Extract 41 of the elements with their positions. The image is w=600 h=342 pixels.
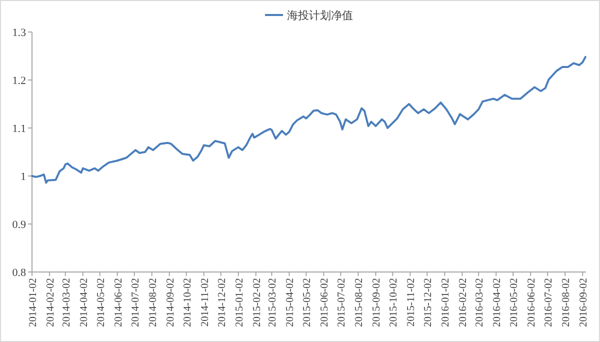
y-tick-label: 1.1 bbox=[12, 123, 26, 135]
x-tick-label: 2014-06-02 bbox=[113, 278, 124, 327]
x-tick-label: 2014-02-02 bbox=[46, 278, 57, 327]
x-tick-label: 2016-02-02 bbox=[458, 278, 470, 327]
x-tick-label: 2014-10-02 bbox=[182, 278, 194, 327]
y-tick-label: 1.3 bbox=[12, 27, 26, 39]
legend-label: 海投计划净值 bbox=[287, 9, 353, 22]
x-tick-label: 2015-05-02 bbox=[302, 278, 314, 327]
x-tick-label: 2015-04-02 bbox=[285, 278, 296, 327]
x-tick-label: 2015-11-02 bbox=[406, 278, 418, 327]
x-tick-label: 2014-11-02 bbox=[200, 278, 211, 327]
x-tick-label: 2015-10-02 bbox=[388, 278, 400, 327]
y-tick-label: 1 bbox=[20, 171, 26, 183]
x-tick-label: 2014-07-02 bbox=[130, 278, 142, 327]
x-tick-label: 2014-12-02 bbox=[216, 278, 228, 327]
x-tick-label: 2014-01-02 bbox=[28, 278, 39, 327]
x-tick-label: 2016-01-02 bbox=[440, 278, 452, 327]
y-tick-label: 0.9 bbox=[12, 219, 26, 231]
x-tick-label: 2015-08-02 bbox=[354, 278, 366, 327]
x-tick-label: 2016-06-02 bbox=[526, 278, 538, 327]
x-tick-label: 2014-09-02 bbox=[165, 278, 176, 327]
x-tick-label: 2016-05-02 bbox=[509, 278, 520, 327]
x-tick-label: 2014-08-02 bbox=[148, 278, 159, 327]
line-series bbox=[31, 56, 586, 184]
x-tick-label: 2015-06-02 bbox=[320, 278, 331, 327]
x-tick-label: 2015-02-02 bbox=[252, 278, 263, 327]
x-tick-label: 2015-07-02 bbox=[336, 278, 348, 327]
x-tick-label: 2016-07-02 bbox=[544, 278, 555, 327]
x-tick-label: 2016-04-02 bbox=[492, 278, 504, 327]
x-tick-label: 2015-03-02 bbox=[268, 278, 279, 327]
y-tick-label: 0.8 bbox=[12, 267, 26, 279]
x-tick-label: 2014-04-02 bbox=[78, 278, 90, 327]
x-tick-label: 2015-09-02 bbox=[372, 278, 383, 327]
x-tick-label: 2016-03-02 bbox=[474, 278, 486, 327]
x-tick-label: 2014-05-02 bbox=[96, 278, 107, 327]
x-tick-label: 2015-12-02 bbox=[423, 278, 434, 327]
x-tick-label: 2016-09-02 bbox=[578, 278, 590, 327]
y-tick-label: 1.2 bbox=[12, 75, 26, 87]
x-tick-label: 2015-01-02 bbox=[234, 278, 246, 327]
x-tick-label: 2016-08-02 bbox=[561, 278, 572, 327]
x-tick-label: 2014-03-02 bbox=[61, 278, 72, 327]
